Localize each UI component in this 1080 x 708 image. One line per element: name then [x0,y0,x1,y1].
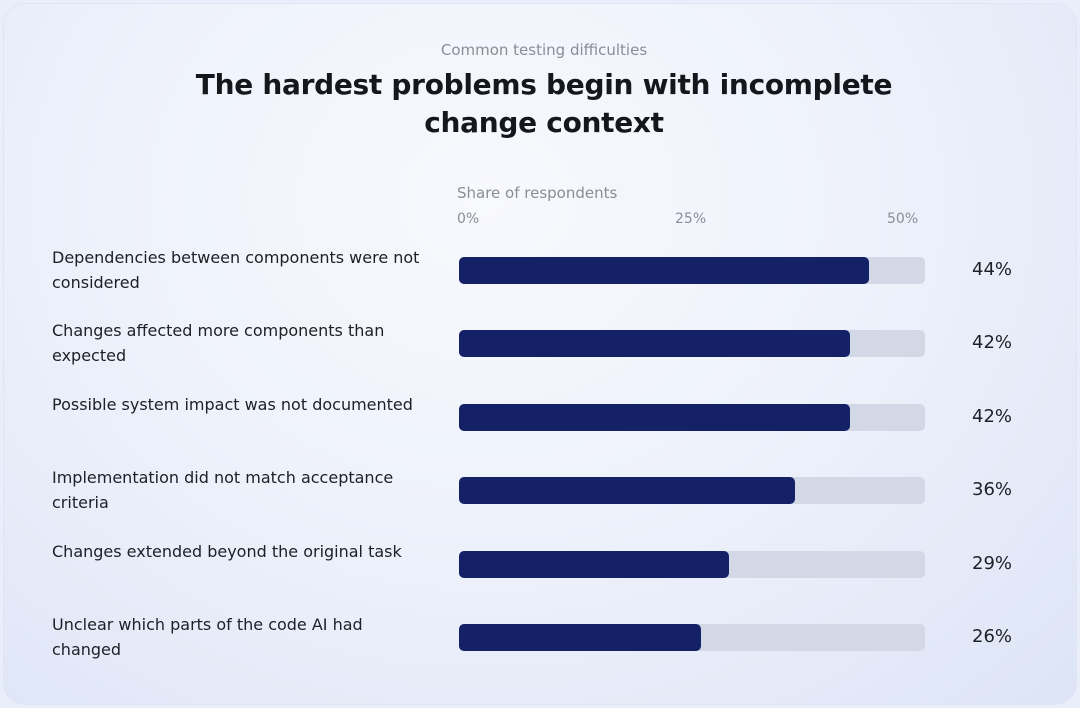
value-label: 26% [972,626,1013,647]
value-label: 36% [972,479,1013,500]
bar-track [459,257,925,284]
category-label: Changes affected more components than ex… [52,321,385,365]
value-label: 42% [972,406,1013,427]
bar [459,404,851,431]
category-label: Changes extended beyond the original tas… [52,542,402,561]
bar-track [459,624,925,651]
bar [459,477,795,504]
category-label: Possible system impact was not documente… [52,395,413,414]
x-axis-title: Share of respondents [457,184,618,202]
bar-track [459,404,925,431]
bar [459,551,730,578]
x-tick-label: 50% [887,211,919,227]
chart-card: Common testing difficulties The hardest … [3,3,1077,705]
chart-subtitle: Common testing difficulties [440,41,648,59]
bar [459,624,702,651]
x-tick-label: 0% [457,211,480,227]
bar-track [459,551,925,578]
category-label: Unclear which parts of the code AI had c… [52,615,363,659]
category-label: Dependencies between components were not… [52,248,420,292]
bar [459,257,870,284]
x-tick-label: 25% [675,211,707,227]
bar-track [459,477,925,504]
bar-track [459,330,925,357]
bar [459,330,851,357]
value-label: 42% [972,332,1013,353]
value-label: 29% [972,553,1013,574]
chart-title: The hardest problems begin with incomple… [195,68,893,139]
value-label: 44% [972,259,1013,280]
category-label: Implementation did not match acceptance … [52,468,394,512]
